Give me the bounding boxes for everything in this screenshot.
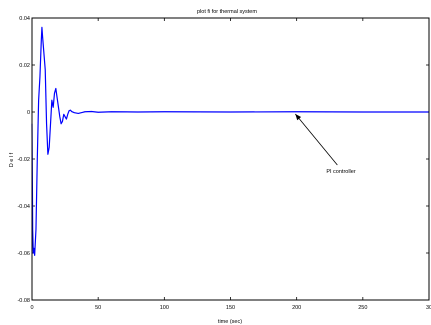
- x-tick-label: 100: [160, 305, 169, 311]
- annotation-label: PI controller: [326, 169, 356, 175]
- x-tick-label: 0: [30, 305, 33, 311]
- y-tick-label: -0.02: [17, 157, 30, 163]
- y-tick-label: -0.08: [17, 298, 30, 304]
- x-axis-ticks: 0 50 100 150 200 250 30: [30, 18, 431, 311]
- y-tick-label: -0.06: [17, 251, 30, 257]
- y-tick-label: 0.04: [19, 16, 30, 22]
- chart-title: plot fi for thermal system: [197, 9, 257, 15]
- y-tick-label: -0.04: [17, 204, 30, 210]
- x-tick-label: 150: [226, 305, 235, 311]
- x-tick-label: 30: [426, 305, 431, 311]
- annotation-arrow-head: [295, 114, 302, 121]
- x-axis-label: time (sec): [218, 319, 242, 325]
- plot-area: [31, 26, 429, 256]
- y-tick-label: 0: [27, 110, 30, 116]
- x-tick-label: 50: [95, 305, 101, 311]
- annotation-arrow-line: [295, 113, 338, 166]
- y-axis-label: D e l f: [9, 152, 15, 167]
- series-line: [31, 26, 429, 256]
- x-tick-label: 200: [292, 305, 301, 311]
- pi-controller-annotation: PI controller: [295, 113, 356, 175]
- y-tick-label: 0.02: [19, 63, 30, 69]
- axes-box: [31, 17, 430, 301]
- x-tick-label: 250: [358, 305, 367, 311]
